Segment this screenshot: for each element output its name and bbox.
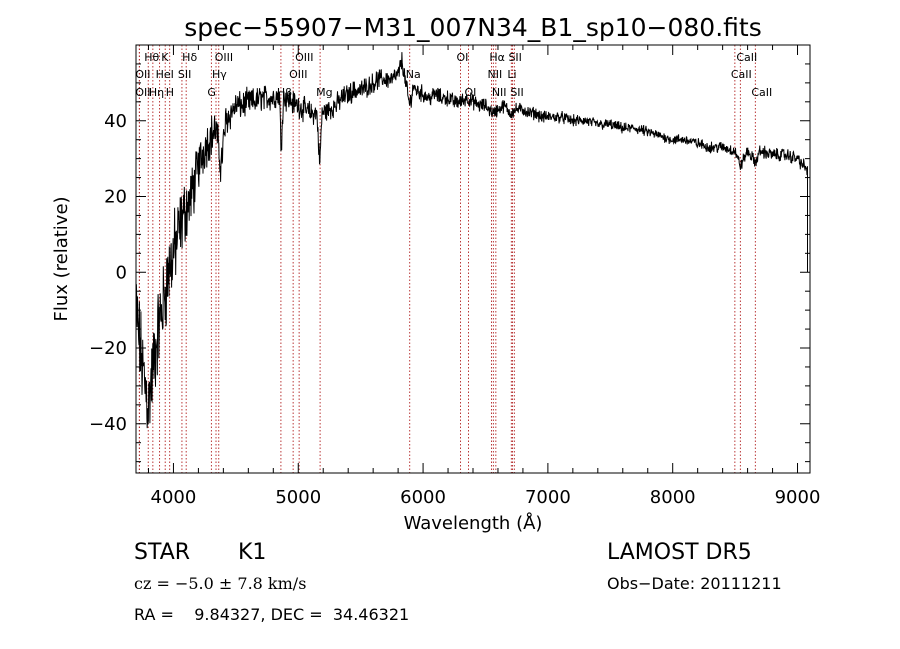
x-tick-label: 9000 — [775, 487, 821, 508]
x-tick-label: 6000 — [400, 487, 446, 508]
x-tick-label: 5000 — [275, 487, 321, 508]
line-marker-label: CaII — [736, 51, 757, 64]
line-marker-label: SII — [508, 51, 521, 64]
spectrum-line — [135, 52, 808, 429]
line-marker-label: NII — [487, 68, 502, 81]
line-marker-label: CaII — [751, 86, 772, 99]
y-axis-ticks: −40 −20 0 20 40 — [89, 44, 810, 463]
line-marker-label: SII — [510, 86, 523, 99]
x-tick-label: 4000 — [151, 487, 197, 508]
y-tick-label: 40 — [104, 111, 127, 132]
line-marker-label: CaII — [731, 68, 752, 81]
observation-date: Obs−Date: 20111211 — [607, 574, 782, 593]
line-marker-label: OII — [135, 68, 150, 81]
x-axis-ticks: 4000 5000 6000 7000 8000 9000 — [147, 45, 821, 508]
y-tick-label: 0 — [116, 262, 127, 283]
line-marker-label: OII — [135, 86, 150, 99]
line-marker-label: Hθ — [144, 51, 159, 64]
x-tick-label: 7000 — [525, 487, 571, 508]
line-marker-label: SII — [178, 68, 191, 81]
object-subclass: K1 — [238, 540, 267, 565]
survey-label: LAMOST DR5 — [607, 540, 752, 565]
line-marker-label: Hδ — [182, 51, 197, 64]
line-marker-label: G — [207, 86, 216, 99]
line-marker-label: OIII — [295, 51, 313, 64]
chart-title: spec−55907−M31_007N34_B1_sp10−080.fits — [184, 13, 762, 42]
coordinates: RA = 9.84327, DEC = 34.46321 — [134, 605, 410, 624]
line-marker-label: OI — [457, 51, 469, 64]
line-marker-label: Hη — [149, 86, 164, 99]
line-marker-label: HeI — [156, 68, 174, 81]
line-marker-label: K — [161, 51, 169, 64]
line-marker-label: NII — [492, 86, 507, 99]
object-class: STAR — [134, 540, 191, 565]
redshift-line: cz = −5.0 ± 7.8 km/s — [134, 574, 307, 593]
line-marker-label: H — [166, 86, 174, 99]
x-axis-label: Wavelength (Å) — [404, 512, 543, 534]
line-marker-label: Na — [406, 68, 421, 81]
line-marker-label: Hγ — [212, 68, 227, 81]
x-tick-label: 8000 — [650, 487, 696, 508]
line-marker-label: Hα — [489, 51, 505, 64]
line-marker-label: Li — [507, 68, 516, 81]
line-marker-label: OIII — [215, 51, 233, 64]
y-tick-label: −20 — [89, 338, 127, 359]
line-marker-label: Mg — [316, 86, 332, 99]
spectrum-series — [135, 52, 809, 429]
y-axis-label: Flux (relative) — [51, 196, 72, 321]
y-tick-label: −40 — [89, 414, 127, 435]
line-marker-label: OIII — [289, 68, 307, 81]
y-tick-label: 20 — [104, 187, 127, 208]
